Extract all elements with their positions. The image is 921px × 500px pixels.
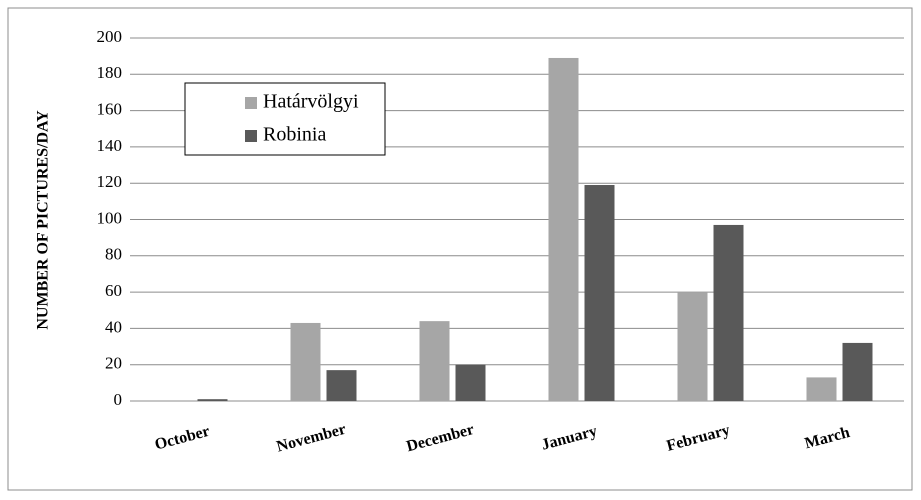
bar — [842, 342, 873, 401]
legend-label: Robinia — [263, 124, 326, 146]
chart-frame — [7, 7, 913, 491]
bar — [326, 370, 357, 401]
y-tick-label: 0 — [114, 390, 123, 409]
y-tick-label: 180 — [97, 63, 123, 82]
y-tick-label: 100 — [97, 208, 123, 227]
bar — [290, 322, 321, 401]
bar — [548, 57, 579, 402]
y-tick-label: 140 — [97, 136, 123, 155]
bar — [677, 292, 708, 401]
y-axis-label: NUMBER OF PICTURES/DAY — [35, 110, 52, 330]
y-tick-label: 80 — [105, 245, 122, 264]
bar — [455, 364, 486, 401]
legend-box — [184, 82, 386, 156]
bar — [713, 224, 744, 401]
y-tick-label: 40 — [105, 317, 122, 336]
legend-swatch — [245, 97, 257, 109]
legend-swatch — [245, 130, 257, 142]
y-tick-label: 60 — [105, 281, 122, 300]
legend-label: Határvölgyi — [263, 91, 359, 113]
y-tick-label: 120 — [97, 172, 123, 191]
bar — [806, 377, 837, 401]
y-tick-label: 200 — [97, 27, 123, 46]
bar — [197, 399, 228, 401]
bar — [419, 321, 450, 401]
y-tick-label: 20 — [105, 354, 122, 373]
bar — [584, 185, 615, 401]
y-tick-label: 160 — [97, 100, 123, 119]
